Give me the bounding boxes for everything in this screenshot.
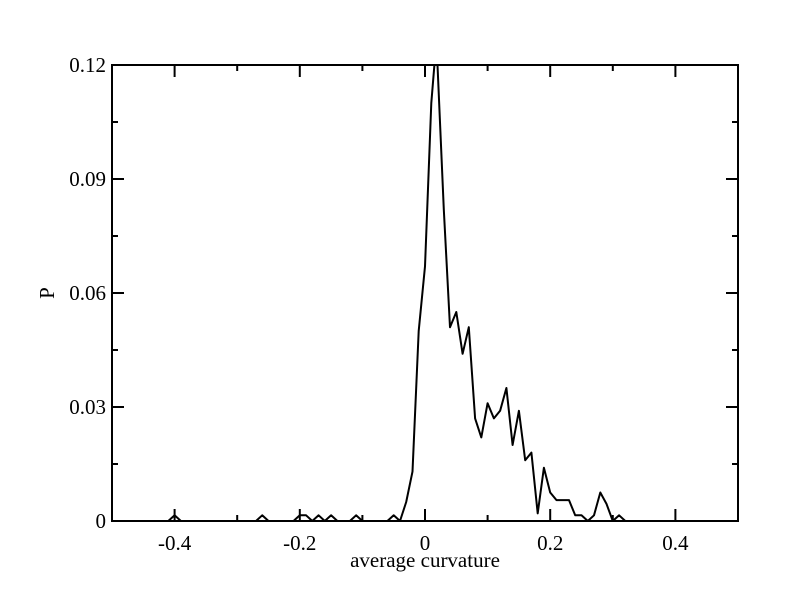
plot-frame <box>111 64 739 522</box>
x-tick-label: 0.2 <box>537 531 563 555</box>
x-tick-label: 0.4 <box>662 531 689 555</box>
x-tick-label: -0.2 <box>283 531 316 555</box>
tick-labels: -0.4 -0.2 0 0.2 0.4 0 0.03 0.06 0.09 0.12 <box>69 53 689 555</box>
x-tick-label: 0 <box>420 531 431 555</box>
y-axis-label: P <box>35 287 59 299</box>
y-tick-label: 0 <box>96 509 107 533</box>
y-tick-label: 0.06 <box>69 281 106 305</box>
series-line <box>112 64 738 522</box>
y-tick-label: 0.03 <box>69 395 106 419</box>
ticks-layer <box>112 64 738 522</box>
x-axis-label: average curvature <box>350 548 500 572</box>
y-tick-label: 0.09 <box>69 167 106 191</box>
y-tick-label: 0.12 <box>69 53 106 77</box>
x-tick-label: -0.4 <box>158 531 192 555</box>
